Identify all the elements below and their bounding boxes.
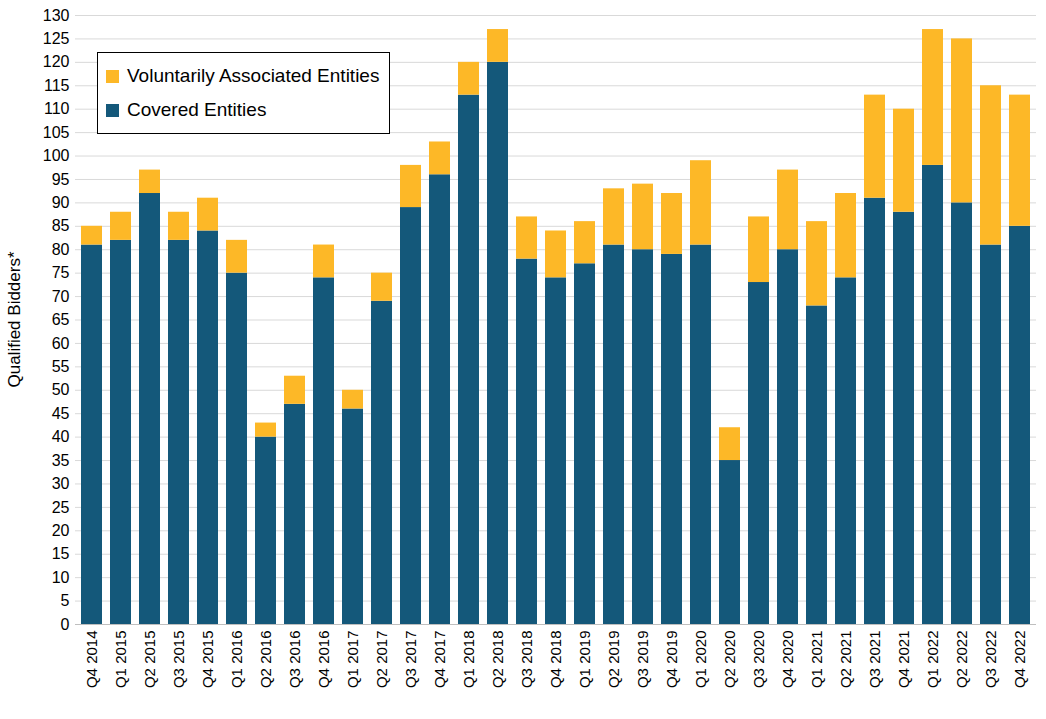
svg-text:95: 95 [52,171,70,188]
svg-text:Q1 2021: Q1 2021 [808,631,825,689]
svg-text:Q4 2021: Q4 2021 [895,631,912,689]
svg-text:125: 125 [43,30,70,47]
svg-text:Q3 2016: Q3 2016 [286,631,303,689]
svg-text:110: 110 [44,100,70,117]
svg-text:Q4 2015: Q4 2015 [199,631,216,689]
svg-text:Q3 2017: Q3 2017 [402,631,419,689]
svg-text:Q2 2022: Q2 2022 [953,631,970,689]
svg-text:Q2 2020: Q2 2020 [721,631,738,689]
svg-text:5: 5 [61,592,70,609]
svg-text:Q1 2019: Q1 2019 [576,631,593,689]
svg-text:70: 70 [52,288,70,305]
svg-text:35: 35 [52,452,70,469]
html-text:Voluntarily Associated Entitie: Voluntarily Associated Entities [127,65,380,86]
svg-text:Q4 2020: Q4 2020 [779,631,796,689]
svg-text:Q2 2021: Q2 2021 [837,631,854,689]
svg-text:130: 130 [43,7,70,24]
svg-text:Q4 2016: Q4 2016 [315,631,332,689]
svg-text:Q2 2015: Q2 2015 [141,631,158,689]
svg-text:Q4 2017: Q4 2017 [431,631,448,689]
svg-text:Q2 2017: Q2 2017 [373,631,390,689]
svg-text:30: 30 [52,475,70,492]
svg-text:Q1 2018: Q1 2018 [460,631,477,689]
svg-text:Q4 2018: Q4 2018 [547,631,564,689]
svg-text:120: 120 [43,53,70,70]
svg-text:Q3 2019: Q3 2019 [634,631,651,689]
svg-text:25: 25 [52,499,70,516]
svg-text:100: 100 [43,147,70,164]
svg-text:Q4 2014: Q4 2014 [83,631,100,689]
svg-text:Q3 2015: Q3 2015 [170,631,187,689]
svg-text:50: 50 [52,381,70,398]
svg-text:80: 80 [52,241,70,258]
svg-text:40: 40 [52,428,70,445]
svg-text:10: 10 [52,569,70,586]
html-text:Covered Entities: Covered Entities [127,99,267,120]
svg-text:90: 90 [52,194,70,211]
svg-text:Q3 2022: Q3 2022 [982,631,999,689]
svg-text:Q3 2020: Q3 2020 [750,631,767,689]
svg-text:65: 65 [52,311,70,328]
svg-text:115: 115 [44,77,70,94]
svg-text:Q1 2015: Q1 2015 [112,631,129,689]
svg-text:Q2 2019: Q2 2019 [605,631,622,689]
svg-text:75: 75 [52,264,70,281]
svg-text:Q1 2022: Q1 2022 [924,631,941,689]
svg-text:45: 45 [52,405,70,422]
svg-text:Q3 2018: Q3 2018 [518,631,535,689]
svg-text:Q1 2016: Q1 2016 [228,631,245,689]
svg-text:20: 20 [52,522,70,539]
svg-text:60: 60 [52,335,70,352]
svg-text:55: 55 [52,358,70,375]
svg-text:Q1 2020: Q1 2020 [692,631,709,689]
svg-text:0: 0 [61,616,70,633]
svg-text:15: 15 [52,545,70,562]
svg-text:Q4 2022: Q4 2022 [1011,631,1028,689]
svg-text:Qualified Bidders*: Qualified Bidders* [5,251,24,387]
svg-text:Q2 2016: Q2 2016 [257,631,274,689]
svg-text:Q4 2019: Q4 2019 [663,631,680,689]
svg-text:105: 105 [43,124,70,141]
svg-text:Q1 2017: Q1 2017 [344,631,361,689]
svg-text:85: 85 [52,217,70,234]
svg-text:Q3 2021: Q3 2021 [866,631,883,689]
svg-text:Q2 2018: Q2 2018 [489,631,506,689]
